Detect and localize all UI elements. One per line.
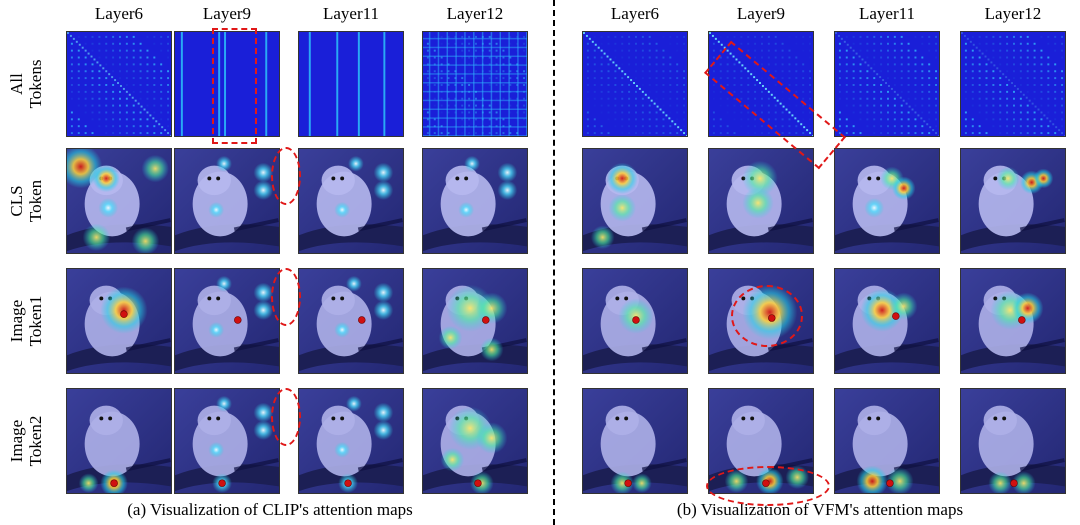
clip-cls-token-layer12-map	[422, 148, 528, 254]
vfm-cls-token-layer9-map	[708, 148, 814, 254]
clip-image-token2-layer12-map	[422, 388, 528, 494]
vfm-cls-token-layer11-map	[834, 148, 940, 254]
vfm-image-token2-layer12-map	[960, 388, 1066, 494]
row-label-cls-token: CLS Token	[7, 179, 45, 223]
vfm-all-tokens-layer6-map	[582, 31, 688, 137]
column-header-layer11: Layer11	[322, 4, 379, 23]
vfm-all-tokens-layer12-map	[960, 31, 1066, 137]
clip-cls-token-layer11-map	[298, 148, 404, 254]
column-header-layer12: Layer12	[984, 4, 1042, 23]
clip-image-token1-layer12-map	[422, 268, 528, 374]
column-header-layer11: Layer11	[858, 4, 915, 23]
caption-a: (a) Visualization of CLIP's attention ma…	[127, 500, 413, 519]
clip-all-tokens-layer9-map	[174, 31, 280, 137]
clip-all-tokens-layer12-map	[422, 31, 528, 137]
vfm-all-tokens-layer11-map	[834, 31, 940, 137]
vfm-image-token1-layer12-map	[960, 268, 1066, 374]
vfm-image-token2-layer11-map	[834, 388, 940, 494]
vfm-image-token2-layer6-map	[582, 388, 688, 494]
column-header-layer6: Layer6	[94, 4, 144, 23]
column-header-layer6: Layer6	[610, 4, 660, 23]
clip-all-tokens-layer6-map	[66, 31, 172, 137]
clip-image-token2-layer11-map	[298, 388, 404, 494]
vfm-cls-token-layer12-map	[960, 148, 1066, 254]
clip-all-tokens-layer11-map	[298, 31, 404, 137]
clip-image-token1-layer11-map	[298, 268, 404, 374]
vfm-cls-token-layer6-map	[582, 148, 688, 254]
row-label-all-tokens: All Tokens	[7, 59, 45, 109]
panel-divider	[553, 0, 555, 525]
column-header-layer12: Layer12	[446, 4, 504, 23]
clip-image-token2-layer9-map	[174, 388, 280, 494]
clip-cls-token-layer9-map	[174, 148, 280, 254]
caption-b: (b) Visualization of VFM's attention map…	[676, 500, 964, 519]
vfm-image-token1-layer9-map	[708, 268, 814, 374]
vfm-image-token2-layer9-map	[708, 388, 814, 494]
clip-cls-token-layer6-map	[66, 148, 172, 254]
vfm-all-tokens-layer9-map	[708, 31, 814, 137]
row-label-image-token2: Image Token2	[7, 415, 45, 467]
row-label-image-token1: Image Token1	[7, 295, 45, 347]
column-header-layer9: Layer9	[202, 4, 252, 23]
clip-image-token1-layer6-map	[66, 268, 172, 374]
vfm-image-token1-layer11-map	[834, 268, 940, 374]
clip-image-token1-layer9-map	[174, 268, 280, 374]
column-header-layer9: Layer9	[736, 4, 786, 23]
vfm-image-token1-layer6-map	[582, 268, 688, 374]
clip-image-token2-layer6-map	[66, 388, 172, 494]
